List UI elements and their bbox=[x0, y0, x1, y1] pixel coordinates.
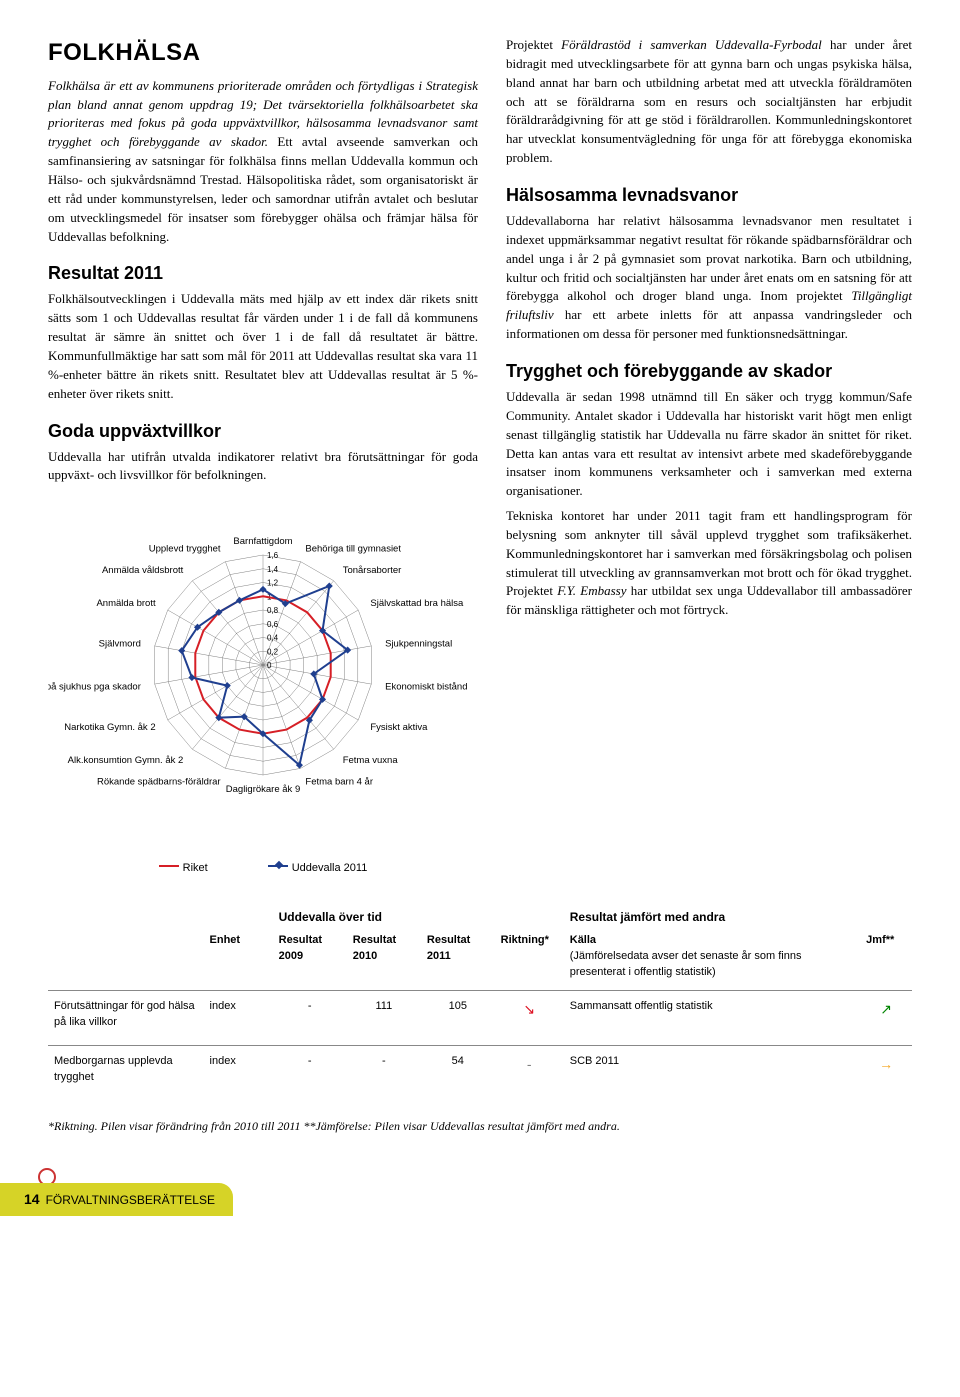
svg-text:0,4: 0,4 bbox=[267, 634, 279, 643]
svg-text:Ekonomiskt bistånd: Ekonomiskt bistånd bbox=[385, 682, 467, 693]
svg-text:Självmord: Självmord bbox=[99, 639, 141, 650]
right-column: Projektet Föräldrastöd i samverkan Uddev… bbox=[506, 36, 912, 877]
table-footnote: *Riktning. Pilen visar förändring från 2… bbox=[48, 1118, 912, 1135]
left-column: FOLKHÄLSA Folkhälsa är ett av kommunens … bbox=[48, 36, 478, 877]
heading-resultat: Resultat 2011 bbox=[48, 260, 478, 286]
svg-text:agda på sjukhus pga skador: agda på sjukhus pga skador bbox=[48, 682, 141, 693]
svg-text:Fetma vuxna: Fetma vuxna bbox=[343, 755, 399, 766]
svg-text:Fetma barn 4 år: Fetma barn 4 år bbox=[305, 777, 373, 788]
para-trygghet-1: Uddevalla är sedan 1998 utnämnd till En … bbox=[506, 388, 912, 501]
page-number-tab: 14FÖRVALTNINGSBERÄTTELSE bbox=[0, 1183, 233, 1215]
svg-text:Behöriga till gymnasiet: Behöriga till gymnasiet bbox=[305, 544, 401, 555]
svg-text:1,4: 1,4 bbox=[267, 565, 279, 574]
svg-text:Sjukpenningstal: Sjukpenningstal bbox=[385, 639, 452, 650]
table-span-row: Uddevalla över tid Resultat jämfört med … bbox=[48, 905, 912, 930]
svg-text:Barnfattigdom: Barnfattigdom bbox=[233, 536, 292, 547]
svg-text:Alk.konsumtion Gymn. åk 2: Alk.konsumtion Gymn. åk 2 bbox=[68, 755, 184, 766]
svg-text:Fysiskt aktiva: Fysiskt aktiva bbox=[370, 722, 428, 733]
para-resultat: Folkhälsoutvecklingen i Uddevalla mäts m… bbox=[48, 290, 478, 403]
intro-paragraph: Folkhälsa är ett av kommunens prioritera… bbox=[48, 77, 478, 247]
svg-text:0,6: 0,6 bbox=[267, 620, 279, 629]
svg-text:Dagligrökare åk 9: Dagligrökare åk 9 bbox=[226, 784, 300, 795]
table-row: Medborgarnas upplevda trygghetindex--54-… bbox=[48, 1046, 912, 1100]
table-header-row: Enhet Resultat 2009 Resultat 2010 Result… bbox=[48, 931, 912, 991]
svg-text:0,8: 0,8 bbox=[267, 606, 279, 615]
legend-uddevalla: Uddevalla 2011 bbox=[268, 861, 368, 877]
para-levnadsvanor: Uddevallaborna har relativt hälsosamma l… bbox=[506, 212, 912, 344]
svg-text:Rökande spädbarns-föräldrar: Rökande spädbarns-föräldrar bbox=[97, 777, 221, 788]
table-row: Förutsättningar för god hälsa på lika vi… bbox=[48, 991, 912, 1046]
svg-text:0,2: 0,2 bbox=[267, 648, 279, 657]
results-table: Uddevalla över tid Resultat jämfört med … bbox=[48, 905, 912, 1100]
svg-text:Anmälda våldsbrott: Anmälda våldsbrott bbox=[102, 565, 184, 576]
svg-text:Självskattad bra hälsa: Självskattad bra hälsa bbox=[370, 598, 464, 609]
svg-text:Narkotika Gymn. åk 2: Narkotika Gymn. åk 2 bbox=[64, 722, 155, 733]
para-trygghet-2: Tekniska kontoret har under 2011 tagit f… bbox=[506, 507, 912, 620]
svg-text:Anmälda brott: Anmälda brott bbox=[96, 598, 156, 609]
heading-trygghet: Trygghet och förebyggande av skador bbox=[506, 358, 912, 384]
svg-text:1,6: 1,6 bbox=[267, 551, 279, 560]
svg-text:1,2: 1,2 bbox=[267, 579, 279, 588]
legend-riket: Riket bbox=[159, 861, 208, 877]
chart-legend: Riket Uddevalla 2011 bbox=[48, 861, 478, 877]
page-title: FOLKHÄLSA bbox=[48, 36, 478, 71]
para-projekt: Projektet Föräldrastöd i samverkan Uddev… bbox=[506, 36, 912, 168]
heading-levnadsvanor: Hälsosamma levnadsvanor bbox=[506, 182, 912, 208]
svg-text:0: 0 bbox=[267, 661, 272, 670]
radar-chart: Barnfattigdom Behöriga till gymnasiet Tonå… bbox=[48, 495, 478, 877]
para-goda: Uddevalla har utifrån utvalda indikatore… bbox=[48, 448, 478, 486]
heading-goda: Goda uppväxtvillkor bbox=[48, 418, 478, 444]
svg-text:Upplevd trygghet: Upplevd trygghet bbox=[149, 544, 221, 555]
svg-text:Tonårsaborter: Tonårsaborter bbox=[343, 565, 402, 576]
page-footer: 14FÖRVALTNINGSBERÄTTELSE bbox=[48, 1170, 912, 1216]
